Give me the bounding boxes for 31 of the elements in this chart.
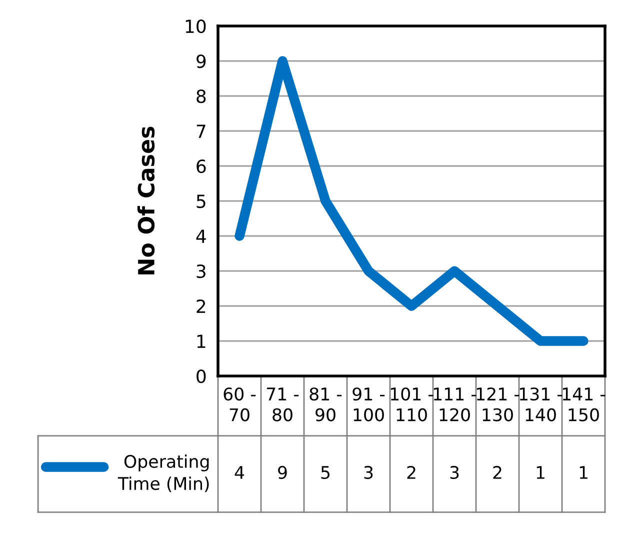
y-tick-label: 7 [196, 124, 206, 138]
y-tick-label: 2 [196, 299, 206, 313]
data-label: 1 [536, 466, 544, 479]
y-tick-label: 6 [196, 159, 206, 174]
y-tick-label: 9 [196, 54, 206, 68]
data-label: 5 [321, 466, 330, 480]
y-tick-label: 5 [196, 194, 206, 208]
x-tick-label: 131 - 140 [520, 387, 562, 422]
data-label: 3 [364, 466, 373, 480]
legend-label: Operating Time (Min) [118, 454, 209, 492]
x-tick-label: 101 - 110 [390, 387, 434, 422]
x-tick-label: 121 - 130 [476, 387, 520, 422]
x-tick-label: 111 - 120 [434, 388, 476, 422]
x-tick-label: 60 - 70 [224, 387, 256, 422]
x-tick-label: 71 - 80 [266, 388, 299, 422]
data-label: 2 [493, 466, 502, 479]
y-tick-label: 0 [196, 369, 206, 384]
y-tick-label: 1 [197, 334, 206, 348]
x-tick-label: 141 - 150 [562, 388, 606, 422]
y-tick-label: 4 [196, 230, 206, 243]
y-tick-label: 8 [196, 89, 206, 104]
data-label: 9 [278, 466, 287, 480]
x-tick-label: 81 - 90 [310, 387, 342, 422]
data-label: 4 [234, 466, 244, 479]
y-tick-label: 10 [186, 19, 206, 34]
y-tick-label: 3 [196, 264, 206, 278]
x-tick-label: 91 - 100 [352, 387, 385, 422]
data-label: 1 [580, 466, 588, 479]
data-label: 2 [407, 466, 416, 479]
data-label: 3 [450, 466, 459, 480]
y-axis-title: No Of Cases [137, 126, 155, 274]
